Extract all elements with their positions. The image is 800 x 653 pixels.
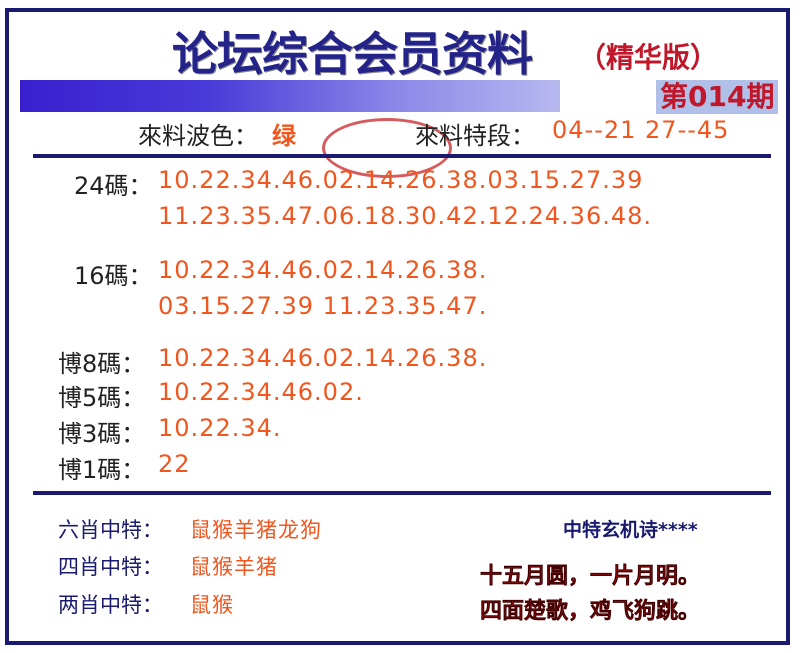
wave-label: 來料波色：: [138, 122, 258, 150]
segment-label: 來料特段：: [415, 122, 535, 150]
code-line: 10.22.34.46.02.: [158, 378, 364, 406]
code-label-5: 博5碼：: [58, 384, 146, 412]
code-line: 11.23.35.47.06.18.30.42.12.24.36.48.: [158, 202, 653, 230]
issue-number: 第014期: [656, 80, 779, 114]
code-label-16: 16碼：: [74, 262, 153, 290]
poem-title: 中特玄机诗****: [563, 519, 698, 541]
zodiac-value: 鼠猴羊猪: [190, 555, 278, 579]
wave-value: 绿: [272, 122, 297, 150]
card-frame: [5, 8, 790, 645]
code-line: 10.22.34.46.02.14.26.38.03.15.27.39: [158, 166, 644, 194]
segment-value: 04--21 27--45: [552, 116, 730, 144]
code-label-1: 博1碼：: [58, 456, 146, 484]
zodiac-label: 两肖中特：: [58, 593, 163, 617]
zodiac-value: 鼠猴: [190, 593, 234, 617]
code-line: 10.22.34.: [158, 414, 282, 442]
code-label-8: 博8碼：: [58, 350, 146, 378]
poem-line: 十五月圆，一片月明。: [480, 564, 701, 590]
code-line: 10.22.34.46.02.14.26.38.: [158, 344, 488, 372]
zodiac-label: 六肖中特：: [58, 518, 163, 542]
code-line: 03.15.27.39 11.23.35.47.: [158, 292, 488, 320]
gradient-banner: [20, 80, 560, 112]
code-line: 22: [158, 450, 191, 478]
zodiac-value: 鼠猴羊猪龙狗: [190, 518, 322, 542]
edition-label: （精华版）: [578, 41, 719, 74]
code-label-24: 24碼：: [74, 172, 153, 200]
poem-line: 四面楚歌，鸡飞狗跳。: [480, 599, 701, 625]
zodiac-label: 四肖中特：: [58, 555, 163, 579]
divider: [33, 154, 771, 158]
code-line: 10.22.34.46.02.14.26.38.: [158, 256, 488, 284]
page-title: 论坛综合会员资料: [172, 27, 533, 81]
divider: [33, 491, 771, 495]
stamp-seal: [322, 118, 452, 178]
code-label-3: 博3碼：: [58, 420, 146, 448]
